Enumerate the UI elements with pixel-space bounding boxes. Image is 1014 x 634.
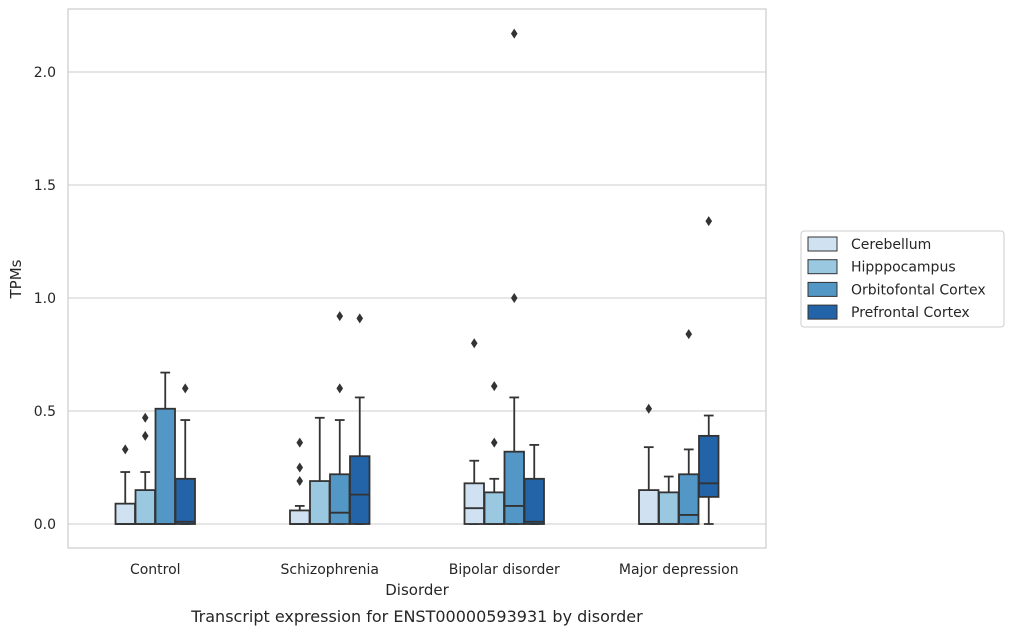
outlier-point bbox=[490, 437, 498, 448]
box-body bbox=[114, 502, 136, 525]
outlier-point bbox=[296, 462, 304, 473]
outlier-point bbox=[490, 381, 498, 392]
box-prefrontal-cortex bbox=[523, 443, 545, 525]
box-cerebellum bbox=[114, 444, 136, 525]
box-prefrontal-cortex bbox=[698, 216, 720, 525]
box-orbitofontal-cortex bbox=[503, 28, 525, 525]
box-orbitofontal-cortex bbox=[678, 329, 700, 525]
outlier-point bbox=[141, 430, 149, 441]
outlier-point bbox=[336, 311, 344, 322]
legend-label: Orbitofontal Cortex bbox=[851, 282, 986, 298]
x-axis-ticks: Control Schizophrenia Bipolar disorder Majo… bbox=[130, 562, 739, 578]
outlier-point bbox=[336, 383, 344, 394]
box-body bbox=[174, 477, 196, 525]
x-tick-label: Bipolar disorder bbox=[449, 562, 560, 578]
box-body bbox=[638, 489, 660, 525]
x-tick-label: Major depression bbox=[619, 562, 739, 578]
y-tick-label: 1.5 bbox=[34, 178, 56, 194]
legend-label: Cerebellum bbox=[851, 237, 931, 253]
outlier-point bbox=[121, 444, 129, 455]
box-body bbox=[349, 455, 371, 525]
box-body bbox=[134, 489, 156, 525]
outlier-point bbox=[356, 313, 364, 324]
box-hipppocampus bbox=[658, 475, 680, 525]
box-body bbox=[698, 434, 720, 498]
outlier-point bbox=[705, 216, 713, 227]
box-orbitofontal-cortex bbox=[154, 371, 176, 525]
legend-label: Hipppocampus bbox=[851, 260, 956, 276]
box-body bbox=[463, 482, 485, 525]
outlier-point bbox=[470, 338, 478, 349]
outlier-point bbox=[510, 293, 518, 303]
legend-frame bbox=[800, 230, 1005, 328]
outlier-point bbox=[510, 28, 518, 39]
box-body bbox=[329, 473, 351, 525]
box-body bbox=[523, 477, 545, 525]
box-hipppocampus bbox=[134, 412, 156, 525]
box-body bbox=[309, 480, 331, 525]
y-tick-label: 2.0 bbox=[34, 65, 56, 81]
legend-swatch bbox=[807, 281, 838, 297]
box-prefrontal-cortex bbox=[174, 383, 196, 525]
box-cerebellum bbox=[463, 338, 485, 525]
box-body bbox=[154, 407, 176, 525]
legend: Cerebellum Hipppocampus Orbitofontal Corte… bbox=[800, 230, 1005, 328]
outlier-point bbox=[685, 329, 693, 340]
outlier-point bbox=[296, 437, 304, 448]
y-tick-label: 0.5 bbox=[34, 404, 56, 420]
outlier-point bbox=[181, 383, 189, 394]
x-tick-label: Schizophrenia bbox=[281, 562, 379, 578]
outlier-point bbox=[141, 412, 149, 423]
x-tick-label: Control bbox=[130, 562, 181, 578]
chart-caption: Transcript expression for ENST0000059393… bbox=[190, 607, 643, 626]
box-orbitofontal-cortex bbox=[329, 311, 351, 525]
box-body bbox=[678, 473, 700, 525]
outlier-point bbox=[296, 476, 304, 487]
box-prefrontal-cortex bbox=[349, 313, 371, 525]
legend-swatch bbox=[807, 236, 838, 252]
x-axis-label: Disorder bbox=[385, 581, 449, 599]
box-body bbox=[503, 450, 525, 525]
y-tick-label: 1.0 bbox=[34, 291, 56, 307]
legend-swatch bbox=[807, 304, 838, 320]
box-body bbox=[658, 491, 680, 525]
box-cerebellum bbox=[638, 403, 660, 525]
box-body bbox=[289, 509, 311, 525]
box-hipppocampus bbox=[483, 381, 505, 525]
outlier-point bbox=[645, 403, 653, 414]
legend-label: Prefrontal Cortex bbox=[851, 305, 970, 321]
legend-swatch bbox=[807, 259, 838, 275]
box-body bbox=[483, 491, 505, 525]
boxes bbox=[114, 28, 720, 525]
y-axis-label: TPMs bbox=[7, 259, 25, 299]
plot-frame bbox=[67, 8, 767, 549]
y-axis-ticks: 0.0 0.5 1.0 1.5 2.0 bbox=[34, 65, 56, 533]
y-tick-label: 0.0 bbox=[34, 517, 56, 533]
